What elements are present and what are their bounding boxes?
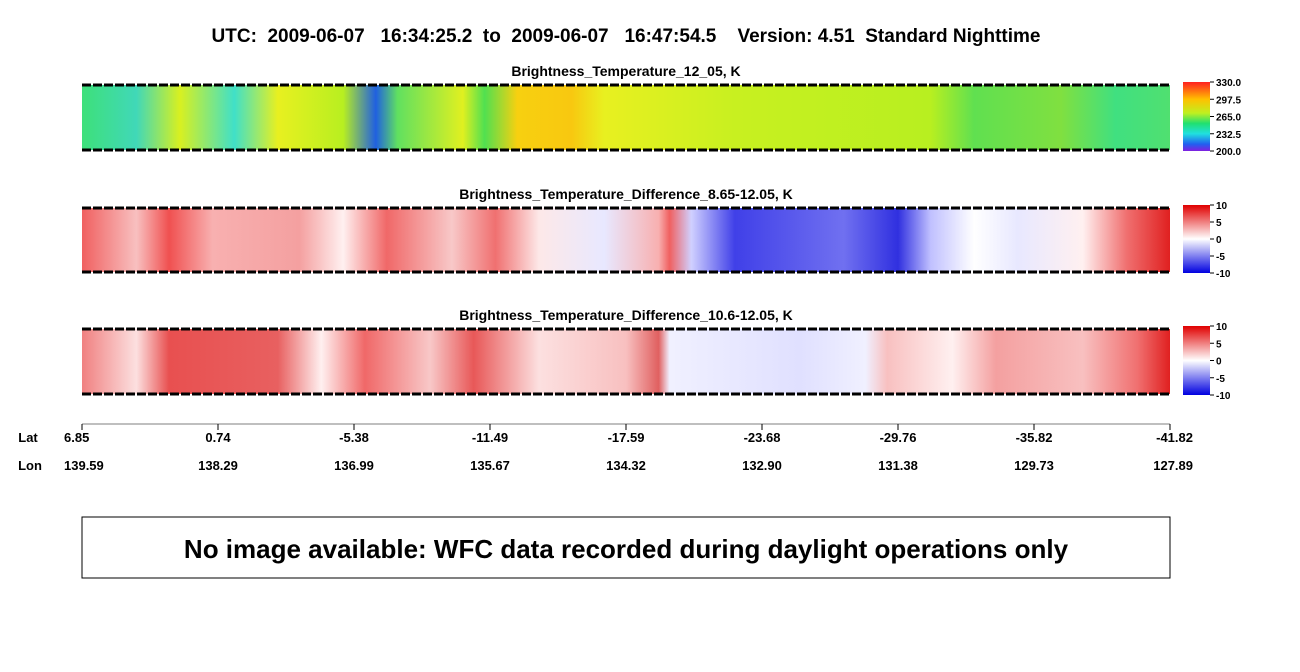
panel-title: Brightness_Temperature_12_05, K bbox=[511, 63, 740, 79]
lon-tick-label: 127.89 bbox=[1153, 458, 1193, 473]
colorbar-label: 10 bbox=[1216, 201, 1228, 212]
notice-text: No image available: WFC data recorded du… bbox=[184, 534, 1069, 564]
colorbar bbox=[1183, 326, 1210, 395]
lat-label: Lat bbox=[18, 430, 38, 445]
lat-tick-label: -17.59 bbox=[608, 430, 645, 445]
data-strip bbox=[82, 85, 1170, 150]
colorbar-label: 232.5 bbox=[1216, 130, 1241, 141]
lat-tick-label: -23.68 bbox=[744, 430, 781, 445]
notice-box bbox=[81, 516, 1171, 579]
colorbar-label: 330.0 bbox=[1216, 78, 1241, 89]
lon-tick-label: 131.38 bbox=[878, 458, 918, 473]
lat-tick-label: -5.38 bbox=[339, 430, 369, 445]
lon-tick-label: 136.99 bbox=[334, 458, 374, 473]
colorbar-label: 5 bbox=[1216, 339, 1222, 350]
data-strip bbox=[82, 208, 1170, 272]
lon-tick-label: 138.29 bbox=[198, 458, 238, 473]
panel-title: Brightness_Temperature_Difference_8.65-1… bbox=[459, 186, 793, 202]
colorbar-label: -10 bbox=[1216, 269, 1231, 280]
lat-tick-label: -41.82 bbox=[1156, 430, 1193, 445]
colorbar-label: 200.0 bbox=[1216, 147, 1241, 158]
colorbar bbox=[1183, 82, 1210, 151]
colorbar-label: 10 bbox=[1216, 322, 1228, 333]
colorbar-label: 0 bbox=[1216, 235, 1222, 246]
page-title: UTC: 2009-06-07 16:34:25.2 to 2009-06-07… bbox=[212, 26, 1041, 47]
lat-tick-label: -11.49 bbox=[472, 430, 508, 445]
colorbar-label: 265.0 bbox=[1216, 113, 1241, 124]
colorbar-label: 5 bbox=[1216, 218, 1222, 229]
lon-tick-label: 129.73 bbox=[1014, 458, 1054, 473]
colorbar-label: 0 bbox=[1216, 357, 1222, 368]
data-strip bbox=[82, 329, 1170, 394]
panel-title: Brightness_Temperature_Difference_10.6-1… bbox=[459, 307, 793, 323]
colorbar-label: -5 bbox=[1216, 374, 1225, 385]
lat-tick-label: -29.76 bbox=[880, 430, 917, 445]
colorbar-label: -10 bbox=[1216, 391, 1231, 402]
lat-tick-label: 6.85 bbox=[64, 430, 89, 445]
lon-tick-label: 134.32 bbox=[606, 458, 646, 473]
lat-tick-label: -35.82 bbox=[1016, 430, 1053, 445]
colorbar-label: 297.5 bbox=[1216, 95, 1241, 106]
lon-tick-label: 135.67 bbox=[470, 458, 510, 473]
lon-tick-label: 132.90 bbox=[742, 458, 782, 473]
lat-tick-label: 0.74 bbox=[205, 430, 231, 445]
colorbar-label: -5 bbox=[1216, 252, 1225, 263]
lon-label: Lon bbox=[18, 458, 42, 473]
colorbar bbox=[1183, 205, 1210, 273]
lon-tick-label: 139.59 bbox=[64, 458, 104, 473]
